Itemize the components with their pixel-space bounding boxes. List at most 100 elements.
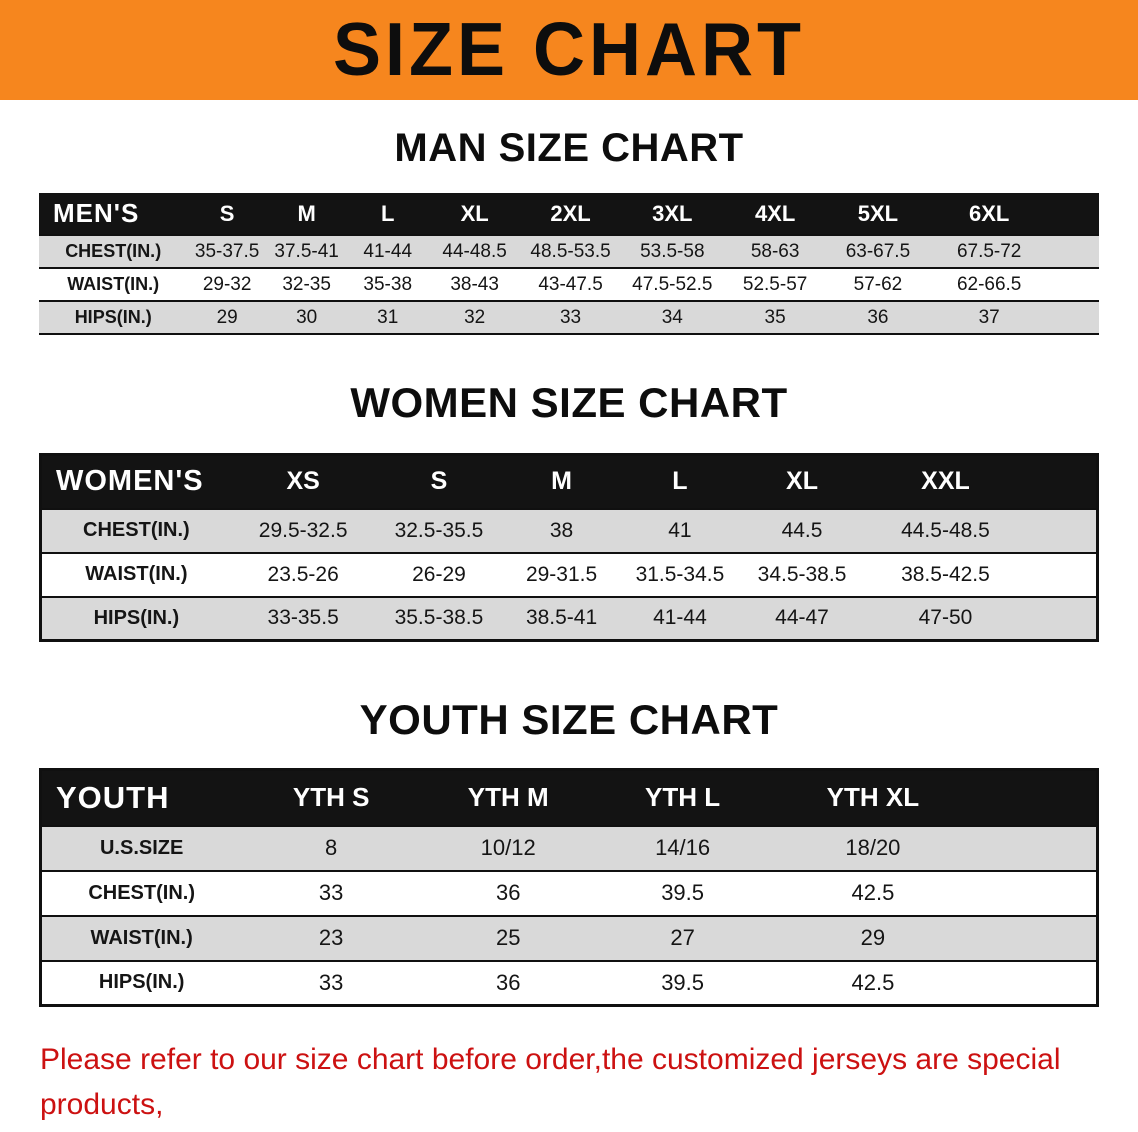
men-size-table: MEN'S S M L XL 2XL 3XL 4XL 5XL 6XL CHEST(IN.) 35-37… (39, 193, 1099, 335)
size-column-header: YTH S (241, 769, 422, 826)
size-column-header: S (375, 454, 503, 509)
measure-value: 38-43 (450, 273, 499, 295)
row-label: CHEST(IN.) (88, 881, 195, 904)
measure-value: 39.5 (661, 880, 705, 905)
measure-value: 18/20 (845, 835, 901, 860)
size-column-header: XS (230, 454, 376, 509)
measure-value: 37 (978, 306, 1000, 328)
measure-value: 29 (860, 925, 886, 950)
measure-value: 31 (377, 306, 399, 328)
size-column-header: 2XL (520, 193, 621, 235)
header-row: MEN'S S M L XL 2XL 3XL 4XL 5XL 6XL (39, 193, 1099, 235)
size-column-header: 3XL (620, 193, 724, 235)
corner-label: MEN'S (39, 193, 188, 235)
measure-value: 32.5-35.5 (394, 518, 484, 542)
women-section: WOMEN SIZE CHART WOMEN'S XS S M L XL XXL CHEST(… (0, 379, 1138, 642)
measure-value: 42.5 (851, 969, 895, 995)
measure-value: 58-63 (750, 240, 800, 262)
banner: SIZE CHART (0, 0, 1138, 100)
measure-value: 38.5-41 (525, 606, 598, 630)
measure-value: 39.5 (661, 969, 705, 995)
youth-section: YOUTH SIZE CHART YOUTH YTH S YTH M YTH L YTH… (0, 696, 1138, 1007)
size-column-header: YTH M (421, 769, 596, 826)
row-label: CHEST(IN.) (83, 519, 190, 541)
women-size-table: WOMEN'S XS S M L XL XXL CHEST(IN.) 29.5-32.5 32.5… (39, 453, 1099, 642)
measure-value: 52.5-57 (742, 273, 808, 295)
measure-value: 33-35.5 (267, 606, 339, 630)
size-column-header: YTH L (595, 769, 770, 826)
measure-value: 29.5-32.5 (258, 518, 348, 542)
measure-row: HIPS(IN.) 33 36 39.5 42.5 (40, 960, 1098, 1006)
row-label: HIPS(IN.) (93, 606, 180, 629)
women-section-heading: WOMEN SIZE CHART (350, 379, 788, 426)
measure-value: 23 (318, 925, 344, 950)
measure-row: WAIST(IN.) 29-32 32-35 35-38 38-43 43-47.5 47.… (39, 268, 1099, 301)
measure-value: 33 (318, 880, 344, 905)
measure-value: 33 (559, 306, 582, 328)
measure-value: 44-48.5 (442, 240, 507, 262)
measure-value: 35-38 (363, 273, 413, 295)
youth-size-table: YOUTH YTH S YTH M YTH L YTH XL U.S.SIZE 8 10/12… (39, 768, 1099, 1007)
measure-value: 35.5-38.5 (394, 606, 484, 630)
measure-row: HIPS(IN.) 33-35.5 35.5-38.5 38.5-41 41-44 44-… (40, 596, 1098, 641)
size-column-header: XL (739, 454, 865, 509)
measure-value: 23.5-26 (267, 562, 339, 586)
measure-row: WAIST(IN.) 23 25 27 29 (40, 915, 1098, 961)
size-column-header: 6XL (929, 193, 1099, 235)
measure-value: 36 (495, 969, 521, 995)
size-column-header: L (346, 193, 430, 235)
measure-row: WAIST(IN.) 23.5-26 26-29 29-31.5 31.5-34.5 34… (40, 552, 1098, 597)
measure-value: 48.5-53.5 (530, 240, 611, 262)
measure-value: 43-47.5 (538, 273, 603, 295)
corner-label: WOMEN'S (40, 454, 231, 509)
measure-value: 34.5-38.5 (757, 562, 847, 586)
measure-value: 37.5-41 (274, 240, 339, 262)
measure-value: 38 (549, 518, 574, 542)
measure-row: CHEST(IN.) 35-37.5 37.5-41 41-44 44-48.5 48.5… (39, 235, 1099, 268)
measure-value: 32-35 (282, 273, 331, 295)
measure-value: 10/12 (480, 835, 536, 860)
disclaimer-note: Please refer to our size chart before or… (40, 1037, 1138, 1132)
measure-value: 26-29 (412, 562, 466, 586)
measure-value: 29-32 (202, 273, 252, 295)
measure-value: 34 (661, 306, 683, 328)
measure-value: 36 (495, 880, 521, 905)
measure-value: 47.5-52.5 (632, 273, 713, 295)
size-column-header: S (187, 193, 267, 235)
measure-value: 47-50 (918, 606, 973, 630)
measure-row: U.S.SIZE 8 10/12 14/16 18/20 (40, 825, 1098, 871)
row-label: WAIST(IN.) (90, 926, 193, 949)
measure-value: 35 (764, 306, 786, 328)
measure-value: 31.5-34.5 (635, 562, 725, 586)
measure-value: 27 (670, 925, 695, 950)
measure-value: 42.5 (851, 880, 895, 905)
header-row: WOMEN'S XS S M L XL XXL (40, 454, 1098, 509)
measure-value: 8 (325, 835, 338, 860)
measure-value: 44-47 (775, 606, 829, 630)
row-label: WAIST(IN.) (85, 563, 188, 585)
measure-value: 29 (216, 306, 238, 328)
measure-value: 30 (296, 306, 318, 328)
size-column-header: 5XL (826, 193, 930, 235)
measure-value: 57-62 (853, 273, 903, 295)
row-label: CHEST(IN.) (65, 241, 162, 261)
measure-value: 38.5-42.5 (901, 562, 990, 586)
measure-value: 62-66.5 (956, 273, 1022, 295)
measure-value: 32 (464, 306, 486, 328)
row-label: HIPS(IN.) (74, 307, 152, 327)
size-column-header: YTH XL (769, 769, 1098, 826)
measure-value: 44.5 (781, 518, 823, 542)
youth-section-heading: YOUTH SIZE CHART (359, 696, 779, 743)
measure-row: HIPS(IN.) 29 30 31 32 33 34 35 36 37 (39, 301, 1099, 334)
measure-value: 35-37.5 (194, 240, 260, 262)
size-column-header: XXL (864, 454, 1098, 509)
size-column-header: XL (429, 193, 521, 235)
measure-value: 44.5-48.5 (901, 518, 990, 542)
measure-value: 41-44 (653, 606, 707, 630)
measure-value: 41-44 (363, 240, 413, 262)
page-title: SIZE CHART (333, 8, 805, 93)
size-column-header: M (502, 454, 621, 509)
size-column-header: 4XL (723, 193, 827, 235)
measure-value: 29-31.5 (525, 562, 598, 586)
